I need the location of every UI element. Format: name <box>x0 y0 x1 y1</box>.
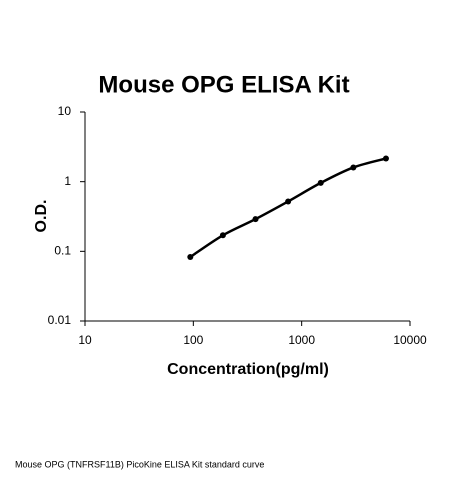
data-point <box>382 155 389 162</box>
chart-title: Mouse OPG ELISA Kit <box>98 71 349 98</box>
x-axis-label: Concentration(pg/ml) <box>167 361 329 378</box>
y-tick-label: 1 <box>64 174 71 188</box>
y-tick-label: 0.01 <box>48 313 72 327</box>
fit-curve <box>189 157 387 259</box>
x-tick-label: 1000 <box>288 333 315 347</box>
data-point <box>187 253 194 260</box>
y-tick-label: 10 <box>58 104 72 118</box>
data-point <box>317 179 324 186</box>
data-point <box>219 232 226 239</box>
y-tick-label: 0.1 <box>54 244 71 258</box>
footnote: Mouse OPG (TNFRSF11B) PicoKine ELISA Kit… <box>15 459 264 469</box>
y-axis-label: O.D. <box>33 200 50 233</box>
x-tick-label: 100 <box>183 333 203 347</box>
data-point <box>252 216 259 223</box>
x-tick-label: 10 <box>78 333 92 347</box>
x-tick-label: 10000 <box>393 333 427 347</box>
data-point <box>350 164 357 171</box>
data-point <box>285 198 292 205</box>
